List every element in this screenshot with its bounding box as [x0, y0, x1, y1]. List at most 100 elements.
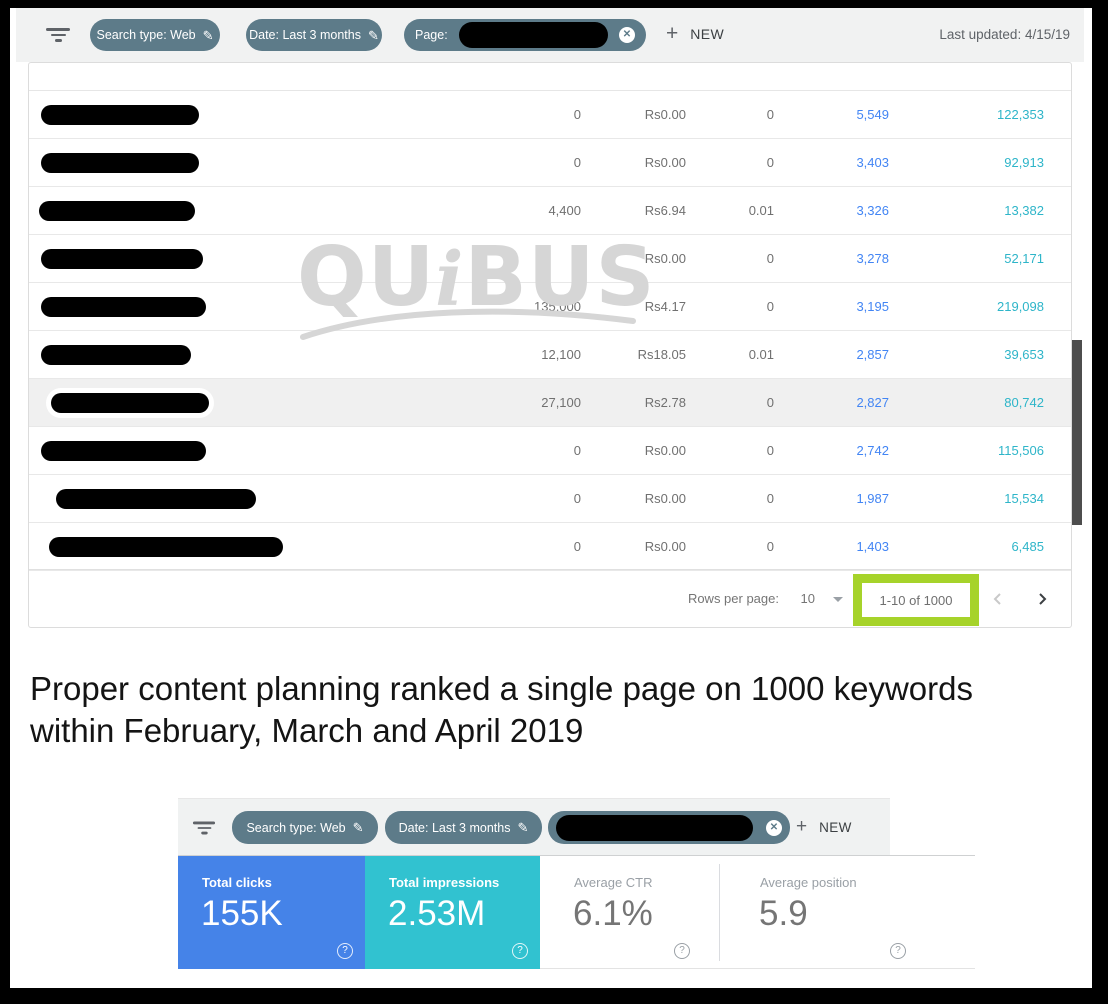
table-row[interactable]: 0 Rs0.00 0 3,278 52,171	[29, 235, 1071, 283]
table-row[interactable]: 0 Rs0.00 0 5,549 122,353	[29, 91, 1071, 139]
help-icon[interactable]: ?	[674, 943, 690, 959]
chip-page-filter-label: Page:	[415, 28, 448, 42]
rows-per-page-select[interactable]: 10	[800, 591, 815, 606]
mini-filter-bar: Search type: Web ✎ Date: Last 3 months ✎…	[178, 798, 890, 855]
cell-volume: 135,000	[534, 299, 581, 314]
redacted-keyword	[51, 393, 209, 413]
cell-cpc: Rs2.78	[644, 395, 686, 410]
cell-impressions: 115,506	[997, 443, 1044, 458]
average-position-card[interactable]: Average position 5.9 ?	[736, 856, 936, 969]
mini-chip-redacted[interactable]: ✕	[548, 811, 790, 844]
average-ctr-label: Average CTR	[574, 875, 653, 890]
cell-volume: 0	[573, 491, 581, 506]
mini-chip-date-range[interactable]: Date: Last 3 months ✎	[385, 811, 542, 844]
partial-row-sliver	[29, 63, 1071, 91]
redacted-keyword	[41, 153, 199, 173]
total-clicks-card[interactable]: Total clicks 155K ?	[178, 856, 365, 969]
table-row[interactable]: 0 Rs0.00 0 1,987 15,534	[29, 475, 1071, 523]
filter-list-icon[interactable]	[46, 28, 70, 42]
cell-volume: 27,100	[541, 395, 581, 410]
redacted-keyword	[41, 297, 206, 317]
cell-cpc: Rs0.00	[644, 107, 686, 122]
cell-impressions: 52,171	[1004, 251, 1044, 266]
cell-cpc: Rs0.00	[644, 251, 686, 266]
cell-clicks: 3,195	[856, 299, 889, 314]
table-rows: 0 Rs0.00 0 5,549 122,353 0 Rs0.00 0 3,40…	[29, 91, 1071, 571]
scrollbar-thumb[interactable]	[1072, 340, 1082, 525]
redacted-page-url	[458, 22, 608, 48]
help-icon[interactable]: ?	[512, 943, 528, 959]
keywords-table-card: 0 Rs0.00 0 5,549 122,353 0 Rs0.00 0 3,40…	[28, 62, 1072, 628]
table-row[interactable]: 0 Rs0.00 0 1,403 6,485	[29, 523, 1071, 571]
cell-cpc: Rs0.00	[644, 539, 686, 554]
cell-cpc: Rs4.17	[644, 299, 686, 314]
chip-page-filter[interactable]: Page: ✕	[404, 19, 646, 51]
cell-clicks: 2,827	[856, 395, 889, 410]
cell-volume: 0	[573, 107, 581, 122]
cell-volume: 0	[573, 251, 581, 266]
cell-competition: 0	[766, 107, 774, 122]
cell-clicks: 2,857	[856, 347, 889, 362]
table-row[interactable]: 4,400 Rs6.94 0.01 3,326 13,382	[29, 187, 1071, 235]
cell-competition: 0.01	[748, 347, 774, 362]
cell-cpc: Rs0.00	[644, 443, 686, 458]
cell-cpc: Rs18.05	[637, 347, 686, 362]
help-icon[interactable]: ?	[890, 943, 906, 959]
pencil-icon[interactable]: ✎	[202, 27, 214, 43]
dropdown-caret-icon[interactable]	[833, 597, 843, 602]
total-impressions-card[interactable]: Total impressions 2.53M ?	[365, 856, 540, 969]
cell-impressions: 219,098	[997, 299, 1044, 314]
previous-page-button[interactable]	[991, 591, 1005, 610]
help-icon[interactable]: ?	[337, 943, 353, 959]
cell-competition: 0	[766, 251, 774, 266]
annotation-highlight-box: 1-10 of 1000	[853, 574, 979, 626]
table-row[interactable]: 12,100 Rs18.05 0.01 2,857 39,653	[29, 331, 1071, 379]
plus-icon: +	[666, 22, 679, 45]
next-page-button[interactable]	[1035, 591, 1049, 610]
redacted-keyword	[41, 441, 206, 461]
table-row[interactable]: 0 Rs0.00 0 3,403 92,913	[29, 139, 1071, 187]
caption-line2: within February, March and April 2019	[30, 712, 584, 749]
redacted-keyword	[39, 201, 195, 221]
total-impressions-label: Total impressions	[389, 875, 500, 890]
table-row[interactable]: 0 Rs0.00 0 2,742 115,506	[29, 427, 1071, 475]
redacted-keyword	[49, 537, 283, 557]
cell-clicks: 1,987	[856, 491, 889, 506]
average-position-label: Average position	[760, 875, 857, 890]
plus-icon: +	[796, 816, 808, 837]
average-ctr-card[interactable]: Average CTR 6.1% ?	[550, 856, 720, 969]
last-updated-text: Last updated: 4/15/19	[939, 27, 1070, 42]
redacted-keyword	[56, 489, 256, 509]
cell-clicks: 3,326	[856, 203, 889, 218]
total-clicks-value: 155K	[201, 894, 283, 933]
table-row[interactable]: 27,100 Rs2.78 0 2,827 80,742	[29, 379, 1071, 427]
chip-search-type[interactable]: Search type: Web ✎	[90, 19, 220, 51]
new-filter-button[interactable]: + NEW	[666, 22, 724, 46]
card-divider	[719, 864, 720, 961]
cell-cpc: Rs0.00	[644, 155, 686, 170]
mini-chip-search-type[interactable]: Search type: Web ✎	[232, 811, 378, 844]
mini-new-filter-button[interactable]: + NEW	[796, 815, 852, 839]
redacted-keyword	[41, 105, 199, 125]
filter-list-icon[interactable]	[192, 821, 216, 835]
cell-clicks: 5,549	[856, 107, 889, 122]
caption: Proper content planning ranked a single …	[30, 668, 1090, 752]
filter-bar: Search type: Web ✎ Date: Last 3 months ✎…	[16, 8, 1084, 62]
redacted-keyword	[41, 345, 191, 365]
cell-volume: 0	[573, 539, 581, 554]
cell-volume: 0	[573, 443, 581, 458]
cell-cpc: Rs6.94	[644, 203, 686, 218]
pencil-icon[interactable]: ✎	[352, 820, 364, 835]
pagination-range: 1-10 of 1000	[879, 592, 953, 608]
pencil-icon[interactable]: ✎	[517, 820, 529, 835]
mini-chip-date-range-label: Date: Last 3 months	[398, 820, 511, 835]
close-icon[interactable]: ✕	[619, 27, 635, 43]
close-icon[interactable]: ✕	[766, 819, 782, 836]
pencil-icon[interactable]: ✎	[367, 27, 379, 43]
table-row[interactable]: 135,000 Rs4.17 0 3,195 219,098	[29, 283, 1071, 331]
metric-cards: Total clicks 155K ? Total impressions 2.…	[178, 855, 975, 969]
redacted-keyword	[41, 249, 203, 269]
cell-competition: 0	[766, 299, 774, 314]
total-clicks-label: Total clicks	[202, 875, 272, 890]
chip-date-range[interactable]: Date: Last 3 months ✎	[246, 19, 382, 51]
